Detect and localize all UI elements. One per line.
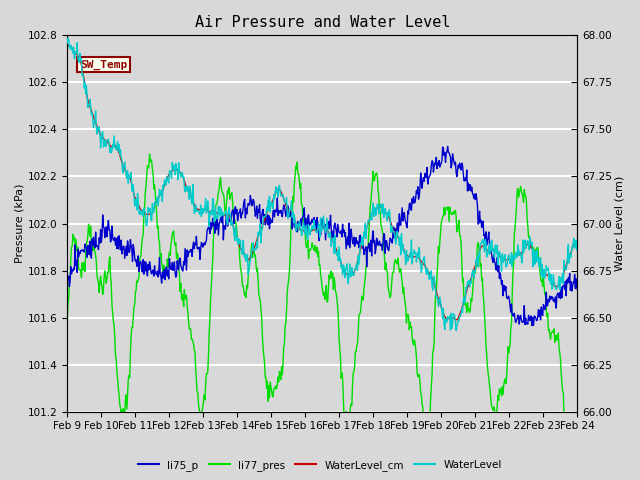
li75_p <box>63 273 71 279</box>
li77_pres <box>63 318 71 324</box>
WaterLevel <box>64 35 72 41</box>
WaterLevel_cm <box>573 239 581 245</box>
WaterLevel_cm <box>204 208 212 214</box>
li77_pres <box>146 151 154 157</box>
li75_p <box>399 218 407 224</box>
WaterLevel <box>385 213 392 219</box>
WaterLevel_cm <box>177 170 184 176</box>
Legend: li75_p, li77_pres, WaterLevel_cm, WaterLevel: li75_p, li77_pres, WaterLevel_cm, WaterL… <box>134 456 506 475</box>
li75_p <box>177 263 184 268</box>
WaterLevel <box>126 175 134 181</box>
li77_pres <box>400 285 408 290</box>
Line: li75_p: li75_p <box>67 146 577 325</box>
WaterLevel <box>63 40 71 46</box>
Y-axis label: Water Level (cm): Water Level (cm) <box>615 176 625 271</box>
WaterLevel_cm <box>63 42 71 48</box>
WaterLevel <box>452 327 460 333</box>
WaterLevel_cm <box>72 51 80 57</box>
WaterLevel <box>205 207 212 213</box>
WaterLevel <box>400 250 408 255</box>
WaterLevel_cm <box>452 317 460 323</box>
li75_p <box>384 247 392 252</box>
li77_pres <box>125 372 133 378</box>
Line: WaterLevel: WaterLevel <box>67 38 577 330</box>
li77_pres <box>205 353 212 359</box>
WaterLevel_cm <box>399 244 407 250</box>
li75_p <box>573 288 581 293</box>
Y-axis label: Pressure (kPa): Pressure (kPa) <box>15 184 25 263</box>
li75_p <box>528 323 536 328</box>
WaterLevel <box>74 40 81 46</box>
li75_p <box>204 226 212 231</box>
WaterLevel <box>178 172 186 178</box>
li77_pres <box>385 288 392 294</box>
li75_p <box>72 258 80 264</box>
Line: li77_pres: li77_pres <box>67 154 577 480</box>
Title: Air Pressure and Water Level: Air Pressure and Water Level <box>195 15 450 30</box>
Line: WaterLevel_cm: WaterLevel_cm <box>67 45 577 320</box>
li75_p <box>125 250 133 255</box>
Text: SW_Temp: SW_Temp <box>80 60 127 70</box>
WaterLevel <box>573 236 581 242</box>
WaterLevel_cm <box>384 213 392 218</box>
li75_p <box>444 144 451 149</box>
WaterLevel_cm <box>125 173 133 179</box>
li77_pres <box>72 244 80 250</box>
li77_pres <box>178 295 186 300</box>
